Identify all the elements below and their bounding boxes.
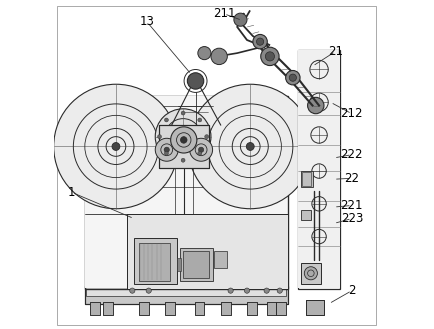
Bar (164, 302, 174, 315)
Circle shape (263, 288, 269, 293)
Text: 211: 211 (212, 7, 235, 20)
Circle shape (289, 74, 296, 81)
Circle shape (304, 267, 317, 280)
Circle shape (181, 158, 184, 162)
Bar (89, 302, 99, 315)
Text: 22: 22 (344, 172, 358, 185)
Circle shape (244, 288, 249, 293)
Bar (85, 96, 287, 289)
Bar (179, 248, 212, 281)
Bar (89, 302, 99, 315)
Bar (300, 171, 312, 188)
Circle shape (260, 47, 279, 65)
Bar (127, 214, 287, 289)
Circle shape (187, 73, 203, 89)
Bar (138, 243, 170, 281)
Bar (214, 251, 227, 268)
Bar (85, 286, 287, 304)
Circle shape (285, 70, 299, 85)
Bar (301, 172, 310, 187)
Circle shape (187, 84, 312, 209)
Circle shape (181, 111, 184, 115)
Circle shape (197, 118, 201, 122)
Bar (247, 302, 256, 315)
Bar (300, 210, 310, 220)
Circle shape (256, 38, 263, 45)
Bar (138, 302, 148, 315)
Bar (127, 214, 287, 289)
Text: 1: 1 (68, 186, 75, 199)
Circle shape (246, 142, 253, 150)
Circle shape (179, 133, 187, 140)
Bar (194, 302, 204, 315)
Circle shape (204, 135, 208, 139)
Text: 222: 222 (340, 148, 362, 161)
Circle shape (227, 288, 233, 293)
Bar (266, 302, 276, 315)
Bar (183, 251, 209, 278)
Bar (305, 300, 323, 315)
Circle shape (265, 52, 274, 61)
Text: 21: 21 (327, 45, 342, 58)
Bar (305, 300, 323, 315)
Circle shape (252, 35, 266, 49)
Circle shape (197, 151, 201, 155)
Bar (164, 302, 174, 315)
Bar (158, 125, 209, 168)
Circle shape (164, 151, 168, 155)
Circle shape (210, 48, 227, 64)
Bar (85, 286, 287, 304)
Text: 223: 223 (340, 212, 362, 225)
Circle shape (112, 142, 120, 150)
Circle shape (180, 137, 187, 143)
Circle shape (233, 13, 247, 26)
Text: 212: 212 (340, 107, 362, 120)
Circle shape (197, 47, 210, 60)
Circle shape (157, 135, 161, 139)
Bar (102, 302, 112, 315)
Bar (220, 302, 230, 315)
Text: 13: 13 (139, 15, 154, 29)
Bar (266, 302, 276, 315)
Text: 221: 221 (340, 199, 362, 212)
Bar (158, 125, 209, 168)
Circle shape (146, 288, 151, 293)
Circle shape (189, 138, 212, 161)
Circle shape (307, 97, 323, 114)
Circle shape (170, 127, 197, 153)
Circle shape (164, 118, 168, 122)
Text: 2: 2 (347, 284, 355, 297)
Bar (298, 50, 339, 288)
Bar (134, 238, 176, 284)
Circle shape (198, 147, 203, 152)
Bar (220, 302, 230, 315)
Bar (276, 302, 286, 315)
Circle shape (53, 84, 178, 209)
Circle shape (155, 138, 178, 161)
Bar (247, 302, 256, 315)
Circle shape (155, 109, 210, 164)
Bar (138, 302, 148, 315)
Bar (297, 50, 339, 289)
Bar (300, 263, 320, 284)
Circle shape (129, 288, 135, 293)
Bar (194, 302, 204, 315)
Bar (85, 96, 286, 288)
Bar (102, 302, 112, 315)
Bar (86, 289, 286, 295)
Circle shape (276, 288, 282, 293)
Circle shape (164, 147, 169, 152)
Bar (276, 302, 286, 315)
Bar (176, 258, 181, 271)
